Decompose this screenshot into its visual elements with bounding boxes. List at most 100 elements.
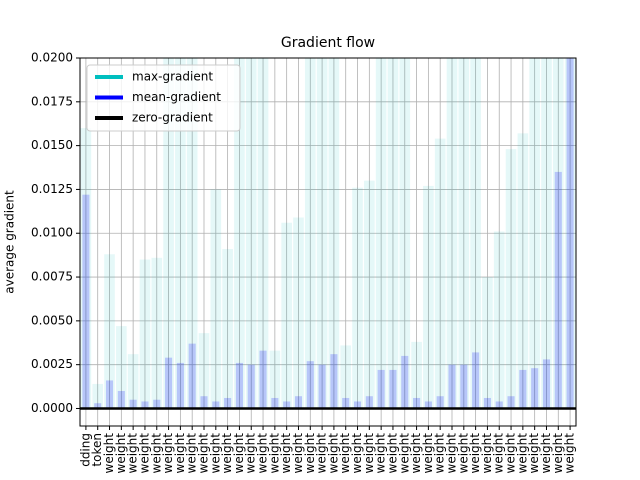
- bar: [141, 401, 149, 409]
- bar: [82, 194, 90, 409]
- bar: [257, 58, 269, 409]
- plot-frame: [79, 57, 577, 427]
- x-tick-label: weight: [315, 433, 329, 474]
- bar: [436, 396, 444, 409]
- bar: [153, 399, 161, 409]
- bar: [564, 58, 576, 409]
- x-tick-label: weight: [551, 433, 565, 474]
- bar: [364, 180, 375, 409]
- bar: [92, 383, 104, 409]
- overlay: 0.0000 0.0025 0.0050 0.0075 0.0100 0.0125 0.01…: [31, 51, 577, 474]
- x-tick-label: weight: [291, 433, 305, 474]
- x-tick-label: weight: [137, 433, 151, 474]
- x-tick-label: weight: [256, 433, 270, 474]
- bar: [554, 171, 562, 409]
- bar: [566, 58, 574, 409]
- bar: [222, 249, 233, 409]
- bar: [271, 397, 279, 409]
- bar: [304, 58, 316, 409]
- bar: [200, 396, 208, 409]
- bar: [541, 58, 552, 409]
- x-tick-label: weight: [492, 433, 506, 474]
- y-tick-label: 0.0200: [31, 51, 73, 65]
- y-tick-label: 0.0100: [31, 226, 73, 240]
- bar: [482, 277, 493, 409]
- bar: [212, 401, 220, 409]
- x-tick-label: weight: [397, 433, 411, 474]
- x-tick-label: dding: [78, 433, 92, 467]
- x-tick-label: weight: [185, 433, 199, 474]
- bar: [259, 350, 267, 409]
- y-tick-label: 0.0050: [31, 313, 73, 327]
- bar: [328, 58, 340, 409]
- x-tick-label: weight: [232, 433, 246, 474]
- bar: [531, 368, 539, 409]
- x-tick-label: weight: [362, 433, 376, 474]
- bar: [352, 187, 363, 409]
- x-tick-label: weight: [445, 433, 459, 474]
- bar: [139, 259, 151, 409]
- bar: [318, 364, 326, 409]
- bar: [542, 359, 551, 409]
- legend-label: max-gradient: [132, 70, 213, 84]
- bar: [423, 185, 434, 409]
- bar: [448, 364, 456, 409]
- bar: [519, 369, 527, 409]
- bar: [353, 401, 362, 409]
- bar: [269, 350, 281, 409]
- x-tick-label: weight: [385, 433, 399, 474]
- bar: [105, 380, 114, 409]
- bar: [294, 396, 303, 409]
- x-tick-label: weight: [563, 433, 577, 474]
- bar: [483, 397, 491, 409]
- x-tick-label: weight: [161, 433, 175, 474]
- x-tick-label: weight: [220, 433, 234, 474]
- bar: [340, 345, 352, 409]
- x-tick-label: weight: [267, 433, 281, 474]
- bar: [493, 231, 505, 409]
- y-tick-label: 0.0175: [31, 94, 73, 108]
- bar: [245, 58, 257, 409]
- bar: [235, 362, 243, 409]
- bar: [80, 128, 92, 409]
- bar: [104, 254, 115, 409]
- bar: [151, 257, 163, 409]
- bar: [342, 397, 350, 409]
- x-tick-label: weight: [421, 433, 435, 474]
- x-tick-label: weight: [409, 433, 423, 474]
- bar: [176, 362, 184, 409]
- y-axis-label: average gradient: [3, 190, 17, 294]
- x-tick-label: weight: [102, 433, 116, 474]
- x-tick-label: token: [90, 433, 104, 467]
- x-tick-label: weight: [208, 433, 222, 474]
- bar: [399, 58, 411, 409]
- bar: [281, 222, 292, 409]
- bar: [507, 396, 515, 409]
- x-tick-label: weight: [114, 433, 128, 474]
- bar: [389, 369, 397, 409]
- bar: [505, 149, 517, 409]
- x-tick-label: weight: [539, 433, 553, 474]
- bar: [377, 369, 385, 409]
- x-tick-label: weight: [456, 433, 470, 474]
- x-tick-label: weight: [480, 433, 494, 474]
- x-tick-label: weight: [279, 433, 293, 474]
- x-tick-label: weight: [515, 433, 529, 474]
- bar: [434, 138, 446, 409]
- bar: [375, 58, 387, 409]
- x-tick-label: weight: [504, 433, 518, 474]
- bar: [127, 354, 139, 409]
- bar: [283, 401, 291, 409]
- bar: [116, 326, 127, 409]
- x-tick-label: weight: [338, 433, 352, 474]
- bar: [94, 403, 102, 409]
- x-tick-label: weight: [244, 433, 258, 474]
- y-tick-label: 0.0150: [31, 138, 73, 152]
- bar: [186, 58, 198, 409]
- legend-label: mean-gradient: [132, 90, 221, 104]
- bar: [316, 58, 328, 409]
- x-tick-label: weight: [350, 433, 364, 474]
- bar: [495, 401, 503, 409]
- bar: [224, 397, 232, 409]
